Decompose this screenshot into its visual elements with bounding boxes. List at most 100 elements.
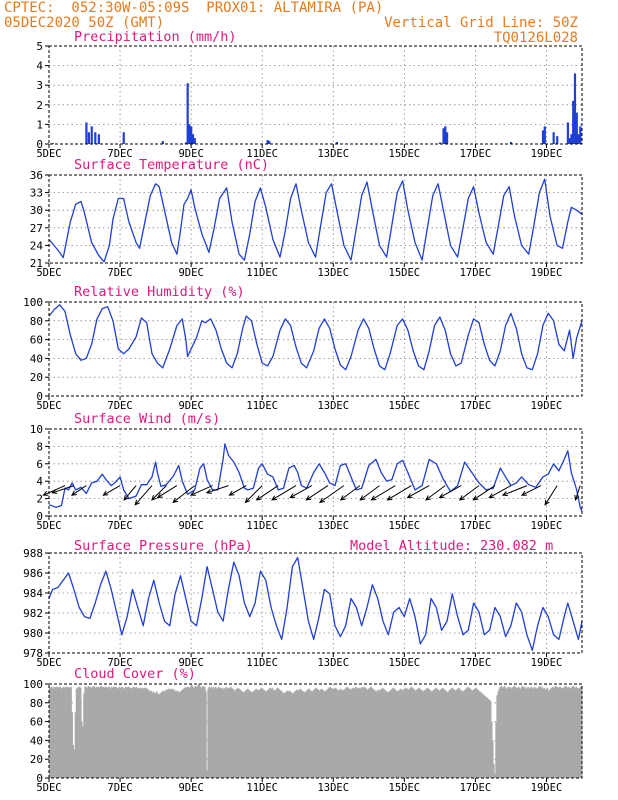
cloud-bar [463,690,465,778]
cloud-bar [553,687,555,778]
cloud-bar [356,687,358,778]
cloud-bar [212,686,215,778]
y-tick-label: 80 [30,697,43,710]
cloud-bar [428,689,431,778]
cloud-bar [224,688,226,778]
cloud-bar [232,688,234,778]
cloud-bar [348,688,351,778]
cloud-bar [71,712,73,778]
cloud-bar [162,690,164,778]
cloud-bar [390,689,392,778]
cloud-bar [391,688,393,778]
cloud-bar [355,686,357,778]
cloud-bar [295,690,297,778]
precip-bar [188,124,191,144]
cloud-bar [424,689,427,778]
cloud-bar [138,687,141,778]
cloud-bar [209,687,212,778]
y-tick-label: 2 [36,493,43,506]
cloud-bar [491,721,493,778]
cloud-bar [290,692,293,778]
cloud-bar [349,689,352,778]
cloud-bar [417,688,419,778]
cloud-bar [523,687,525,778]
cloud-bar [247,688,249,778]
cloud-bar [62,686,65,778]
cloud-bar [261,688,264,778]
cloud-bar [69,687,71,778]
cloud-bar [576,687,579,778]
x-tick-label: 19DEC [531,267,563,279]
cloud-bar [454,690,457,778]
wind-vector-arrow [574,485,581,501]
cloud-bar [514,686,517,778]
x-tick-label: 13DEC [317,657,349,669]
cloud-bar [61,687,64,778]
cloud-bar [257,690,260,778]
cloud-bar [266,690,268,778]
cloud-bar [418,687,420,778]
cloud-bar [280,690,282,778]
series-line [48,556,583,651]
cloud-bar [194,685,197,778]
cloud-bar [512,686,514,778]
wind-vector-arrow [271,485,297,501]
precip-bar [442,128,445,144]
cloud-bar [387,692,389,778]
y-tick-label: 100 [23,678,43,691]
cloud-bar [501,687,504,778]
cloud-bar [328,687,330,778]
cloud-bar [312,690,314,778]
y-tick-label: 40 [30,352,43,365]
cloud-bar [544,689,547,778]
cloud-bar [153,693,156,778]
cloud-bar [489,700,492,778]
cloud-bar [330,687,332,778]
wind-vector-arrow [501,485,528,496]
wind-vector-arrow [134,485,153,506]
cloud-bar [199,686,202,778]
x-tick-label: 19DEC [531,520,563,532]
precip-bar [568,138,571,144]
y-tick-label: 4 [36,475,43,488]
cloud-bar [568,686,570,778]
y-tick-label: 1 [36,118,43,131]
cloud-bar [562,687,565,778]
x-tick-label: 13DEC [317,782,349,794]
cloud-bar [288,690,291,778]
cloud-bar [439,689,442,778]
cloud-bar [509,686,511,778]
cloud-bar [362,687,365,778]
wind-vector-arrow [255,485,279,501]
wind-vector-arrow [172,485,196,504]
cloud-bar [504,687,507,778]
cloud-bar [374,690,376,778]
cloud-bar [105,686,108,778]
cloud-bar [324,691,326,778]
y-tick-label: 20 [30,753,43,766]
cloud-bar [511,687,513,778]
cloud-bar [561,688,564,778]
x-tick-label: 17DEC [460,782,492,794]
cloud-bar [128,686,130,778]
cloud-bar [474,687,477,778]
panel-frame [48,683,583,779]
cloud-bar [558,686,560,778]
cloud-bar [54,687,56,778]
precip-bar [193,138,196,144]
y-tick-label: 978 [23,647,43,660]
cloud-bar [239,689,241,778]
cloud-bar [394,689,397,778]
cloud-bar [541,686,543,778]
cloud-bar [116,687,118,778]
cloud-bar [457,687,460,778]
cloud-bar [563,686,566,778]
cloud-bar [467,686,469,778]
cloud-bar [389,690,391,778]
cloud-bar [183,687,186,778]
cloud-bar [352,688,355,778]
cloud-bar [502,686,505,778]
cloud-bar [244,690,247,778]
cloud-bar [220,688,222,778]
